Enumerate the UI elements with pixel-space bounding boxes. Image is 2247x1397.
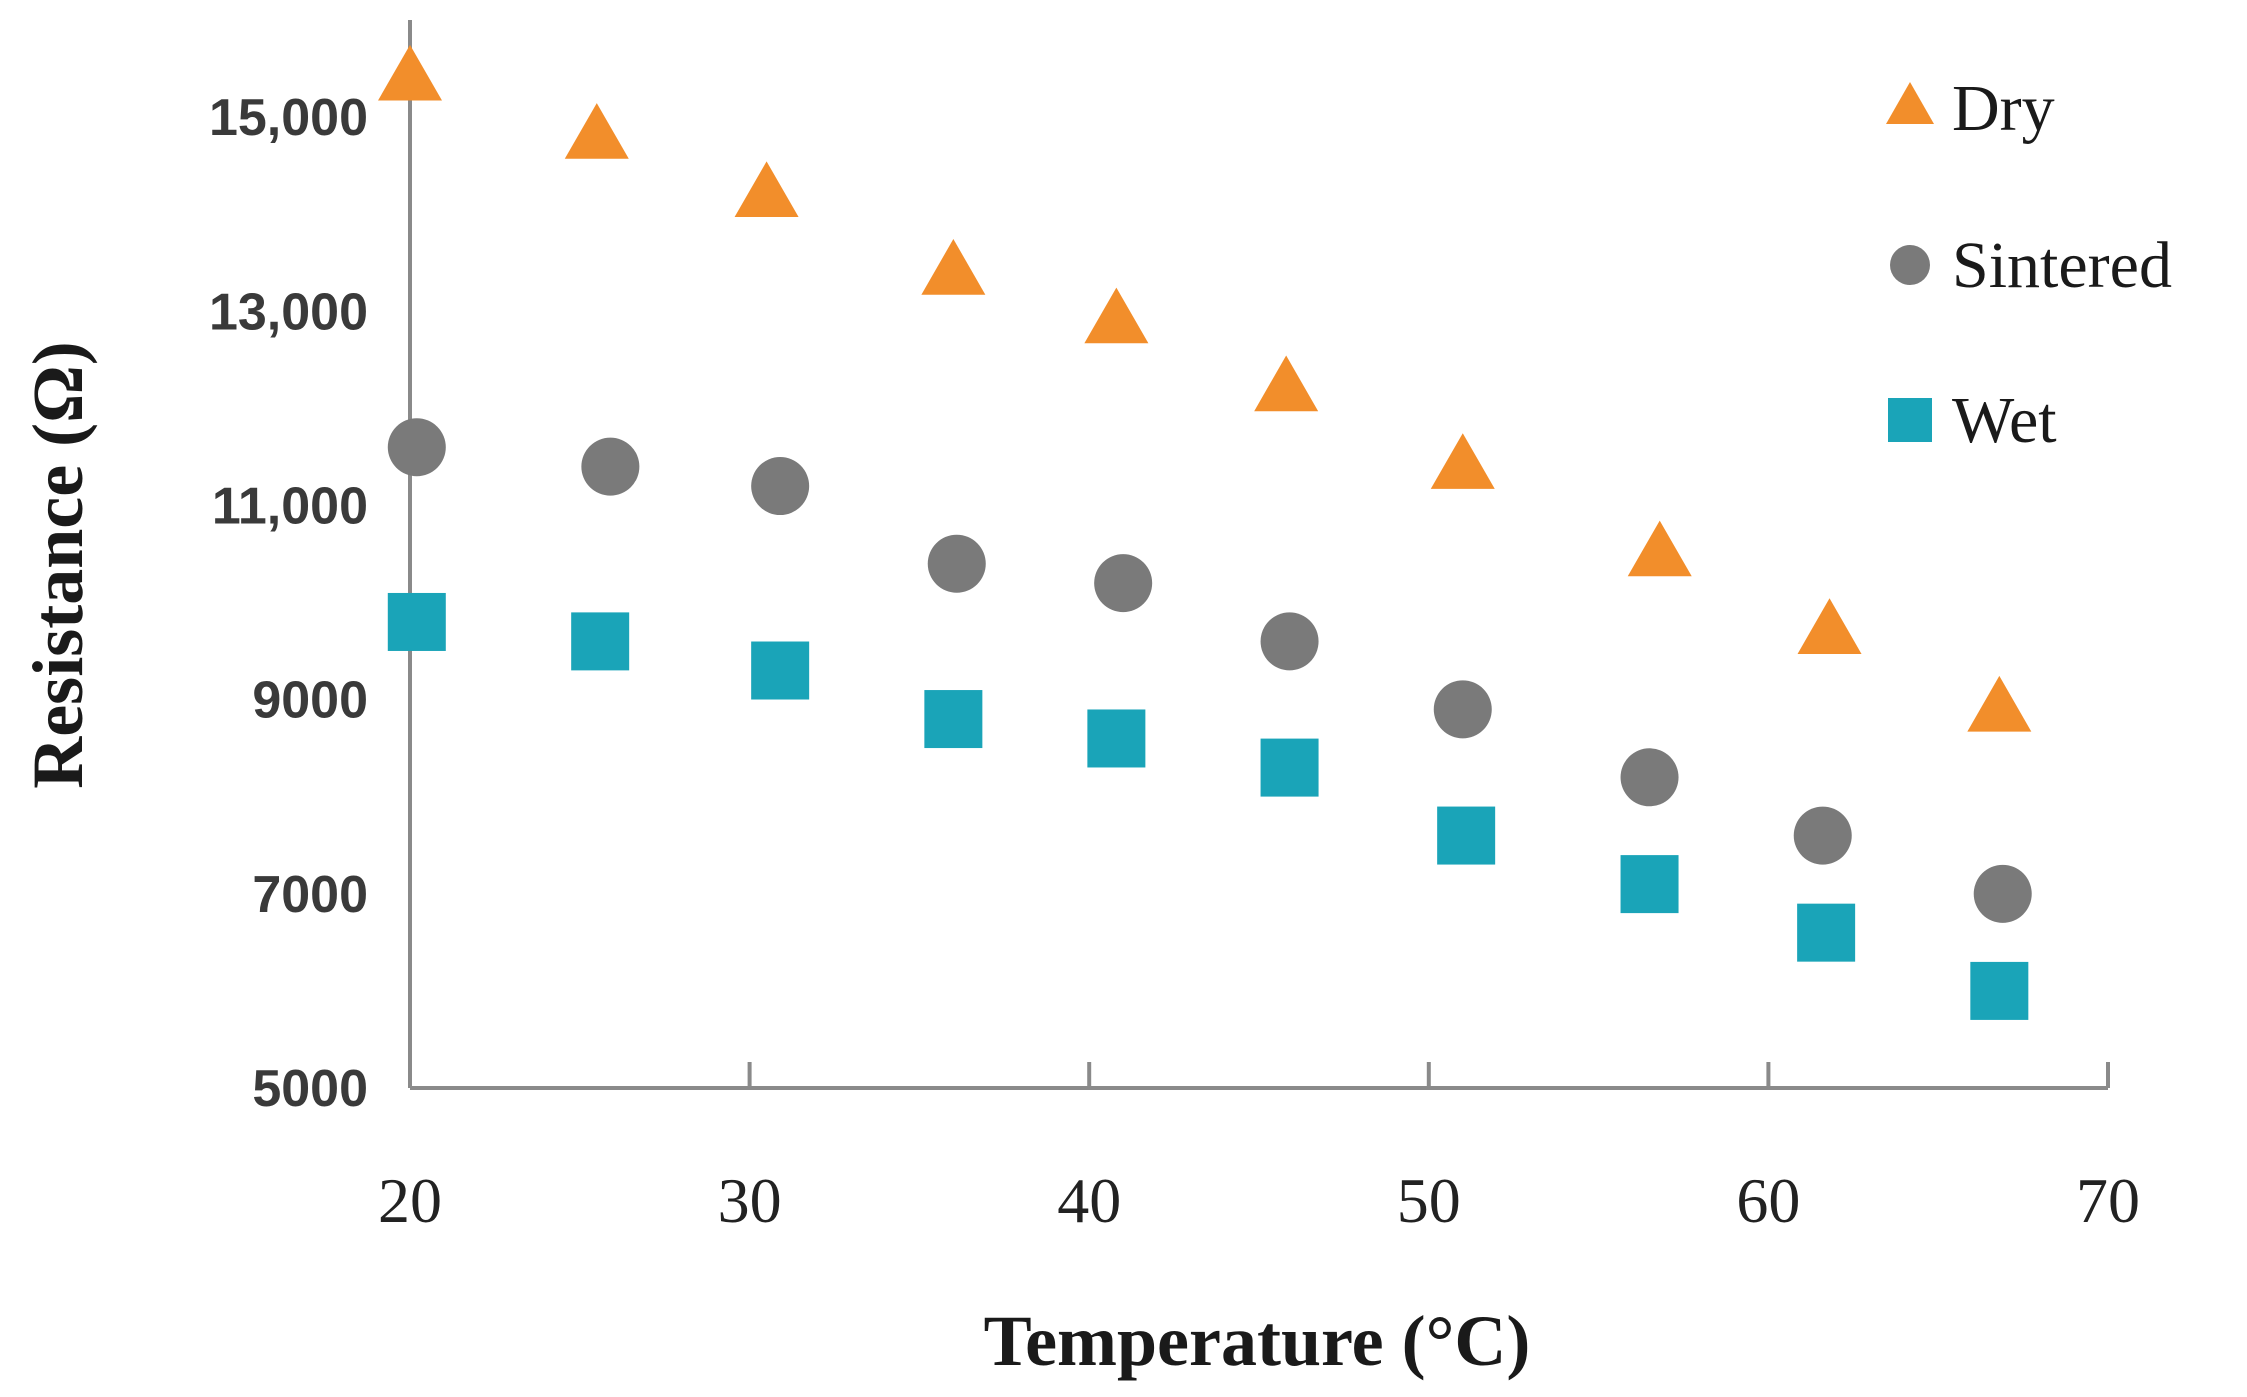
data-point-sintered (1973, 864, 2032, 923)
legend: Dry Sintered Wet (1886, 72, 2172, 457)
data-point-sintered (387, 418, 446, 477)
y-tick-label: 13,000 (209, 283, 368, 341)
data-point-wet (387, 592, 446, 651)
x-tick-label: 70 (2076, 1165, 2140, 1236)
data-point-dry (921, 239, 986, 295)
data-point-dry (1627, 520, 1692, 577)
data-point-dry (564, 103, 629, 159)
series-wet (387, 592, 2029, 1020)
y-axis-ticks: 5000 7000 9000 11,000 13,000 15,000 (209, 89, 368, 1118)
x-tick-label: 60 (1736, 1165, 1800, 1236)
data-point-sintered (1793, 806, 1852, 865)
data-point-wet (1260, 738, 1319, 797)
legend-swatch (1888, 398, 1932, 442)
x-tick-label: 50 (1397, 1165, 1461, 1236)
data-point-dry (1797, 598, 1862, 654)
legend-label: Dry (1952, 72, 2055, 145)
data-point-dry (1254, 355, 1319, 412)
legend-item-wet: Wet (1888, 384, 2057, 457)
legend-swatch (1890, 245, 1930, 285)
legend-label: Sintered (1952, 229, 2172, 302)
data-point-dry (1430, 433, 1495, 489)
legend-item-dry: Dry (1886, 72, 2055, 145)
x-axis-title: Temperature (°C) (984, 1301, 1531, 1381)
x-tick-label: 20 (378, 1165, 442, 1236)
data-point-sintered (581, 437, 640, 496)
data-point-sintered (1620, 748, 1679, 807)
legend-swatch (1886, 82, 1934, 124)
y-tick-label: 5000 (252, 1060, 368, 1118)
data-point-wet (1797, 903, 1856, 962)
series-dry (378, 44, 2032, 732)
series-sintered (387, 418, 2032, 923)
data-point-wet (1437, 806, 1496, 865)
data-point-dry (1967, 675, 2032, 732)
data-point-sintered (751, 457, 810, 516)
data-point-wet (571, 612, 630, 671)
x-tick-label: 40 (1057, 1165, 1121, 1236)
y-axis-title: Resistance (Ω) (18, 341, 98, 789)
data-point-dry (378, 44, 442, 101)
legend-item-sintered: Sintered (1890, 229, 2172, 302)
data-point-dry (1084, 287, 1149, 344)
legend-label: Wet (1952, 384, 2057, 457)
y-tick-label: 15,000 (209, 89, 368, 147)
data-point-wet (1970, 961, 2029, 1020)
axes (408, 20, 2108, 1090)
data-point-sintered (1260, 612, 1319, 671)
data-point-wet (924, 690, 983, 749)
data-point-wet (751, 641, 810, 700)
data-point-sintered (1094, 554, 1153, 613)
data-point-sintered (1433, 680, 1492, 739)
y-tick-label: 7000 (252, 866, 368, 924)
data-markers (378, 44, 2032, 1020)
data-point-dry (734, 161, 799, 218)
data-point-wet (1087, 709, 1146, 768)
y-tick-label: 11,000 (212, 477, 368, 535)
y-tick-label: 9000 (252, 672, 368, 730)
x-tick-label: 30 (718, 1165, 782, 1236)
data-point-wet (1620, 855, 1679, 914)
data-point-sintered (927, 534, 986, 593)
x-axis-ticks: 20 30 40 50 60 70 (378, 1062, 2140, 1236)
